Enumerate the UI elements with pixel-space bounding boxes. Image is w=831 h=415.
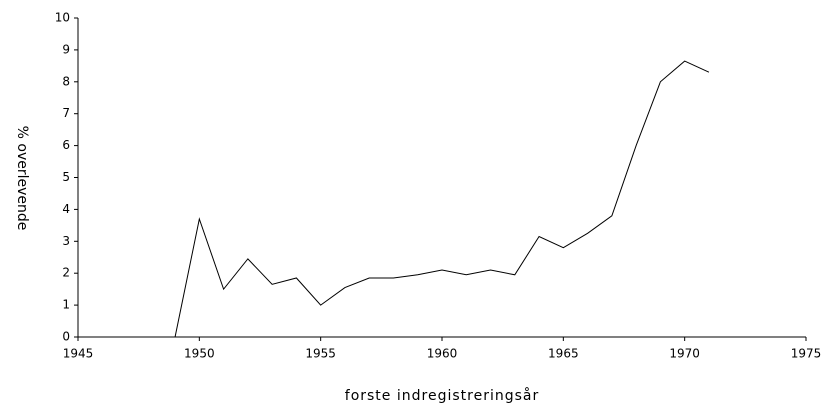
y-tick-label: 2 xyxy=(62,266,70,280)
y-tick-label: 0 xyxy=(62,330,70,344)
x-axis-label: forste indregistreringsår xyxy=(345,387,539,404)
y-tick-label: 7 xyxy=(62,106,70,120)
y-tick-label: 3 xyxy=(62,234,70,248)
x-tick-label: 1945 xyxy=(63,347,94,361)
x-tick-label: 1950 xyxy=(184,347,215,361)
y-tick-label: 4 xyxy=(62,202,70,216)
y-tick-label: 8 xyxy=(62,74,70,88)
x-tick-label: 1975 xyxy=(791,347,822,361)
y-tick-label: 10 xyxy=(55,11,70,25)
x-tick-label: 1955 xyxy=(305,347,336,361)
x-tick-label: 1960 xyxy=(427,347,458,361)
y-tick-label: 1 xyxy=(62,298,70,312)
y-tick-label: 9 xyxy=(62,42,70,56)
x-tick-label: 1965 xyxy=(548,347,579,361)
x-tick-label: 1970 xyxy=(669,347,700,361)
y-tick-label: 5 xyxy=(62,170,70,184)
y-axis-label: % overlevende xyxy=(14,126,30,231)
y-tick-label: 6 xyxy=(62,138,70,152)
line xyxy=(174,60,710,338)
